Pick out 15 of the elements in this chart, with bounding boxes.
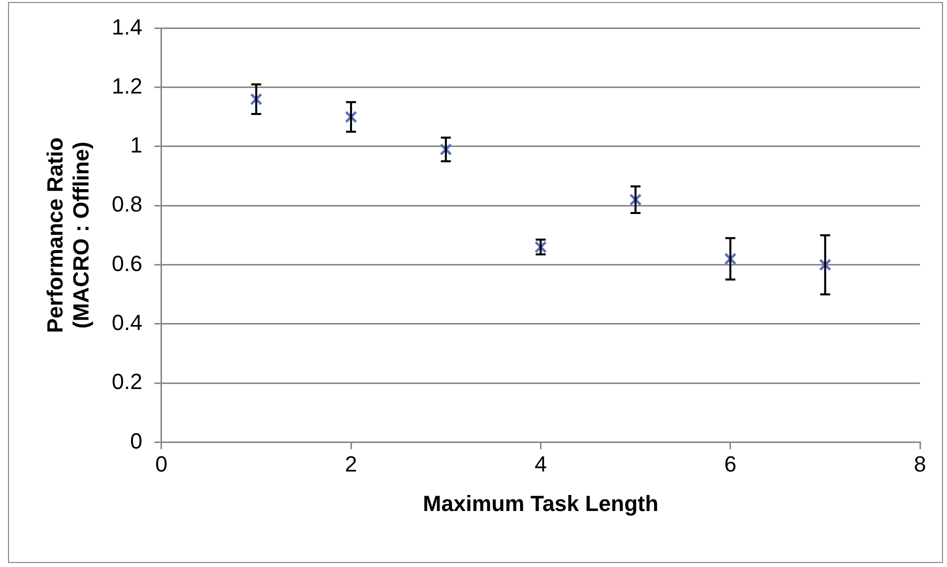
y-tick-label: 0.6 [112,250,142,276]
x-tick-label: 6 [724,451,736,476]
y-axis-title: Performance Ratio (MACRO : Offline) [42,137,94,334]
x-tick-label: 4 [534,451,547,476]
y-tick-label: 1 [130,132,142,158]
y-tick-label: 1.2 [112,73,142,98]
x-tick-label: 2 [344,451,358,476]
y-tick-label: 0.2 [112,369,142,394]
y-tick-label: 0.4 [112,310,142,335]
x-axis-title: Maximum Task Length [422,490,658,516]
y-tick-label: 1.4 [112,14,142,40]
x-tick-label: 8 [914,451,926,476]
y-tick-label: 0 [130,428,142,454]
y-tick-label: 0.8 [112,192,142,217]
x-tick-label: 0 [155,451,168,476]
